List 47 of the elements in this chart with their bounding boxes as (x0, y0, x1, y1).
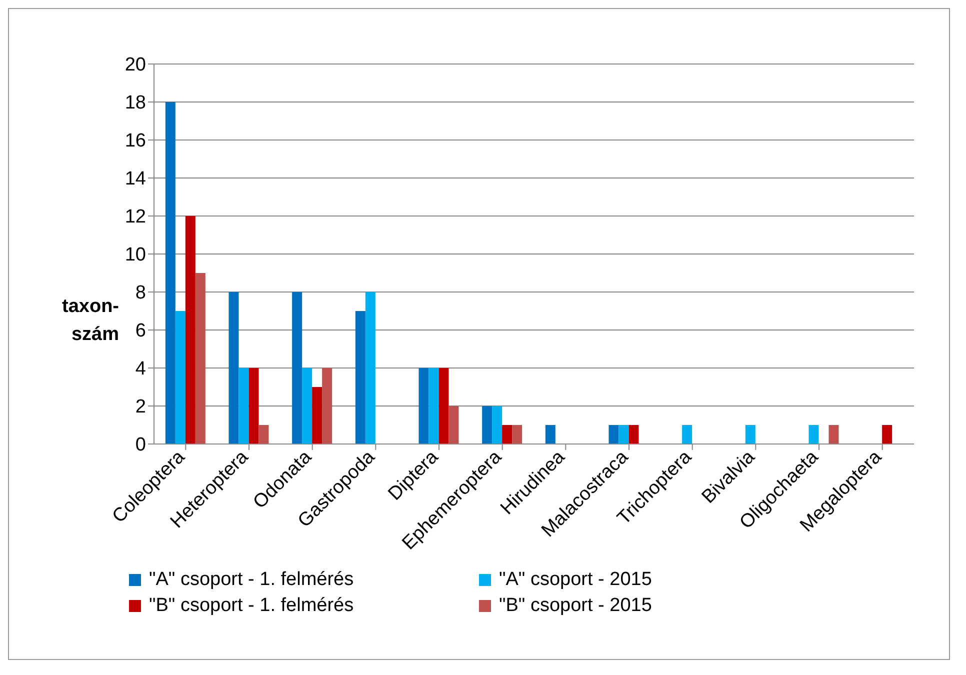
bar (302, 368, 312, 444)
bar (195, 273, 206, 444)
y-tick-label: 10 (124, 244, 146, 266)
y-tick-label: 2 (135, 396, 146, 418)
bar (258, 425, 269, 444)
legend-label: "B" csoport - 1. felmérés (149, 595, 354, 617)
bar (745, 425, 756, 444)
bar (248, 368, 259, 444)
bar (512, 425, 522, 444)
bar (628, 425, 639, 444)
y-tick-label: 0 (135, 434, 146, 456)
bar (808, 425, 819, 444)
bar (608, 425, 619, 444)
legend-label: "A" csoport - 2015 (499, 569, 652, 591)
bar (502, 425, 512, 444)
bar (238, 368, 249, 444)
bar (175, 311, 186, 444)
y-axis-title: taxon-szám (61, 295, 119, 347)
bar (228, 292, 239, 444)
y-tick-label: 14 (124, 168, 146, 190)
bar (292, 292, 302, 444)
bar (355, 311, 366, 444)
bar (618, 425, 629, 444)
bar (682, 425, 692, 444)
y-tick-label: 16 (124, 130, 146, 152)
y-tick-label: 6 (135, 320, 146, 342)
bar (322, 368, 332, 444)
bar (482, 406, 492, 444)
y-tick-label: 20 (124, 54, 146, 76)
bar (545, 425, 556, 444)
bar (492, 406, 502, 444)
bar (312, 387, 322, 444)
bar (828, 425, 839, 444)
legend-label: "B" csoport - 2015 (499, 595, 652, 617)
y-tick-label: 18 (124, 92, 146, 114)
bar (438, 368, 449, 444)
bar (365, 292, 376, 444)
bar (882, 425, 892, 444)
legend-label: "A" csoport - 1. felmérés (149, 569, 354, 591)
bar (448, 406, 459, 444)
y-tick-label: 8 (135, 282, 146, 304)
bar (428, 368, 439, 444)
y-tick-label: 12 (124, 206, 146, 228)
bar (418, 368, 429, 444)
y-tick-label: 4 (135, 358, 146, 380)
bar (185, 216, 196, 444)
bar (165, 102, 176, 444)
